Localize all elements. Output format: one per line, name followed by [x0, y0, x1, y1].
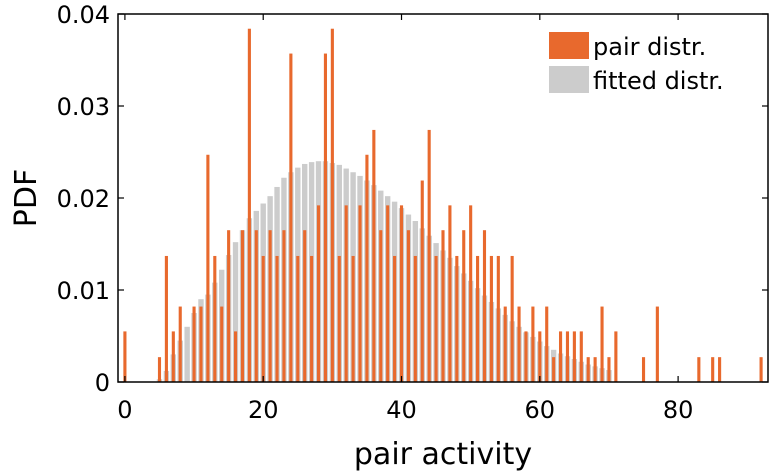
fitted-distr-bars: [156, 161, 612, 382]
pair-bar: [289, 53, 293, 383]
pair-bar: [545, 306, 549, 382]
x-tick-label: 0: [117, 396, 132, 424]
pair-bar: [268, 230, 272, 382]
pair-bar: [399, 205, 404, 382]
pair-bar: [641, 357, 646, 382]
pair-bar: [697, 357, 701, 382]
fitted-bar: [232, 242, 239, 382]
pair-bar: [227, 230, 231, 382]
pair-bar: [455, 255, 459, 382]
pair-bar: [572, 331, 576, 382]
pair-bar: [164, 255, 168, 382]
x-tick-label: 60: [525, 396, 556, 424]
pair-bar: [524, 331, 528, 382]
pair-bar: [316, 205, 321, 382]
pair-bar: [157, 357, 162, 382]
y-tick-label: 0.02: [57, 185, 110, 213]
y-axis-label: PDF: [9, 169, 44, 227]
pair-bar: [759, 357, 763, 382]
pair-bar: [558, 331, 563, 382]
pair-bar: [427, 129, 431, 382]
pair-bar: [413, 255, 417, 382]
pair-bar: [199, 306, 203, 382]
y-tick-label: 0.04: [57, 1, 110, 29]
pair-bar: [406, 230, 410, 382]
pair-bar: [233, 331, 238, 382]
pair-bar: [462, 230, 466, 382]
legend-swatch-fitted: [549, 66, 589, 93]
fitted-bar: [184, 326, 190, 382]
pair-bar: [240, 230, 245, 382]
legend-label-pair: pair distr.: [593, 33, 706, 61]
pair-bar: [310, 255, 314, 382]
pair-bar: [476, 255, 480, 382]
pair-bar: [379, 230, 383, 382]
y-tick-label: 0.03: [57, 93, 110, 121]
pair-bar: [282, 230, 286, 382]
pair-bar: [607, 357, 611, 382]
pair-bar: [448, 205, 452, 382]
pair-bar: [538, 331, 542, 382]
pair-bar: [386, 205, 390, 382]
x-axis-ticks: 0 20 40 60 80: [117, 14, 693, 424]
y-tick-label: 0.01: [57, 277, 110, 305]
pair-bar: [206, 154, 210, 382]
pair-bar: [323, 53, 328, 383]
pair-bar: [614, 331, 618, 382]
pair-distr-bars: [123, 28, 763, 383]
pair-bar: [593, 357, 597, 382]
pair-bar: [482, 230, 487, 382]
pair-bar: [344, 205, 348, 382]
pair-bar: [275, 255, 279, 382]
pair-bar: [441, 230, 445, 382]
x-tick-label: 20: [248, 396, 279, 424]
pair-bar: [434, 255, 438, 382]
pair-bar: [123, 331, 127, 382]
pair-bar: [565, 331, 570, 382]
pair-bar: [365, 154, 369, 382]
pair-bar: [496, 255, 500, 382]
pair-bar: [420, 180, 424, 382]
y-axis-ticks: 0 0.01 0.02 0.03 0.04: [57, 1, 768, 397]
y-tick-label: 0: [95, 369, 110, 397]
pair-bar: [303, 230, 307, 382]
pair-bar: [213, 255, 217, 382]
pair-bar: [372, 129, 376, 382]
legend-swatch-pair: [549, 32, 589, 59]
x-axis-label: pair activity: [354, 437, 532, 472]
pair-bar: [552, 357, 556, 382]
pair-bar: [531, 306, 535, 382]
pair-bar: [171, 331, 175, 382]
x-tick-label: 40: [386, 396, 417, 424]
pair-bar: [711, 357, 715, 382]
pair-bar: [517, 306, 521, 382]
pair-bar: [503, 306, 507, 382]
pair-bar: [600, 306, 604, 382]
pair-bar: [655, 306, 659, 382]
pair-bar: [178, 306, 182, 382]
pair-bar: [351, 255, 355, 382]
pair-bar: [358, 205, 362, 382]
x-tick-label: 80: [663, 396, 694, 424]
pair-bar: [220, 306, 224, 382]
pair-bar: [489, 255, 493, 382]
pair-bar: [469, 205, 473, 382]
pair-bar: [261, 255, 265, 382]
pair-bar: [586, 357, 590, 382]
pair-bar: [247, 28, 251, 382]
pair-bar: [579, 331, 583, 382]
pair-bar: [330, 28, 334, 382]
legend: pair distr. fitted distr.: [549, 32, 724, 95]
pair-bar: [296, 255, 300, 382]
pair-bar: [510, 255, 514, 382]
pair-bar: [718, 357, 722, 382]
legend-label-fitted: fitted distr.: [593, 67, 724, 95]
pair-bar: [337, 255, 341, 382]
pair-bar: [192, 306, 196, 382]
pair-bar: [393, 255, 397, 382]
pair-bar: [254, 230, 258, 382]
